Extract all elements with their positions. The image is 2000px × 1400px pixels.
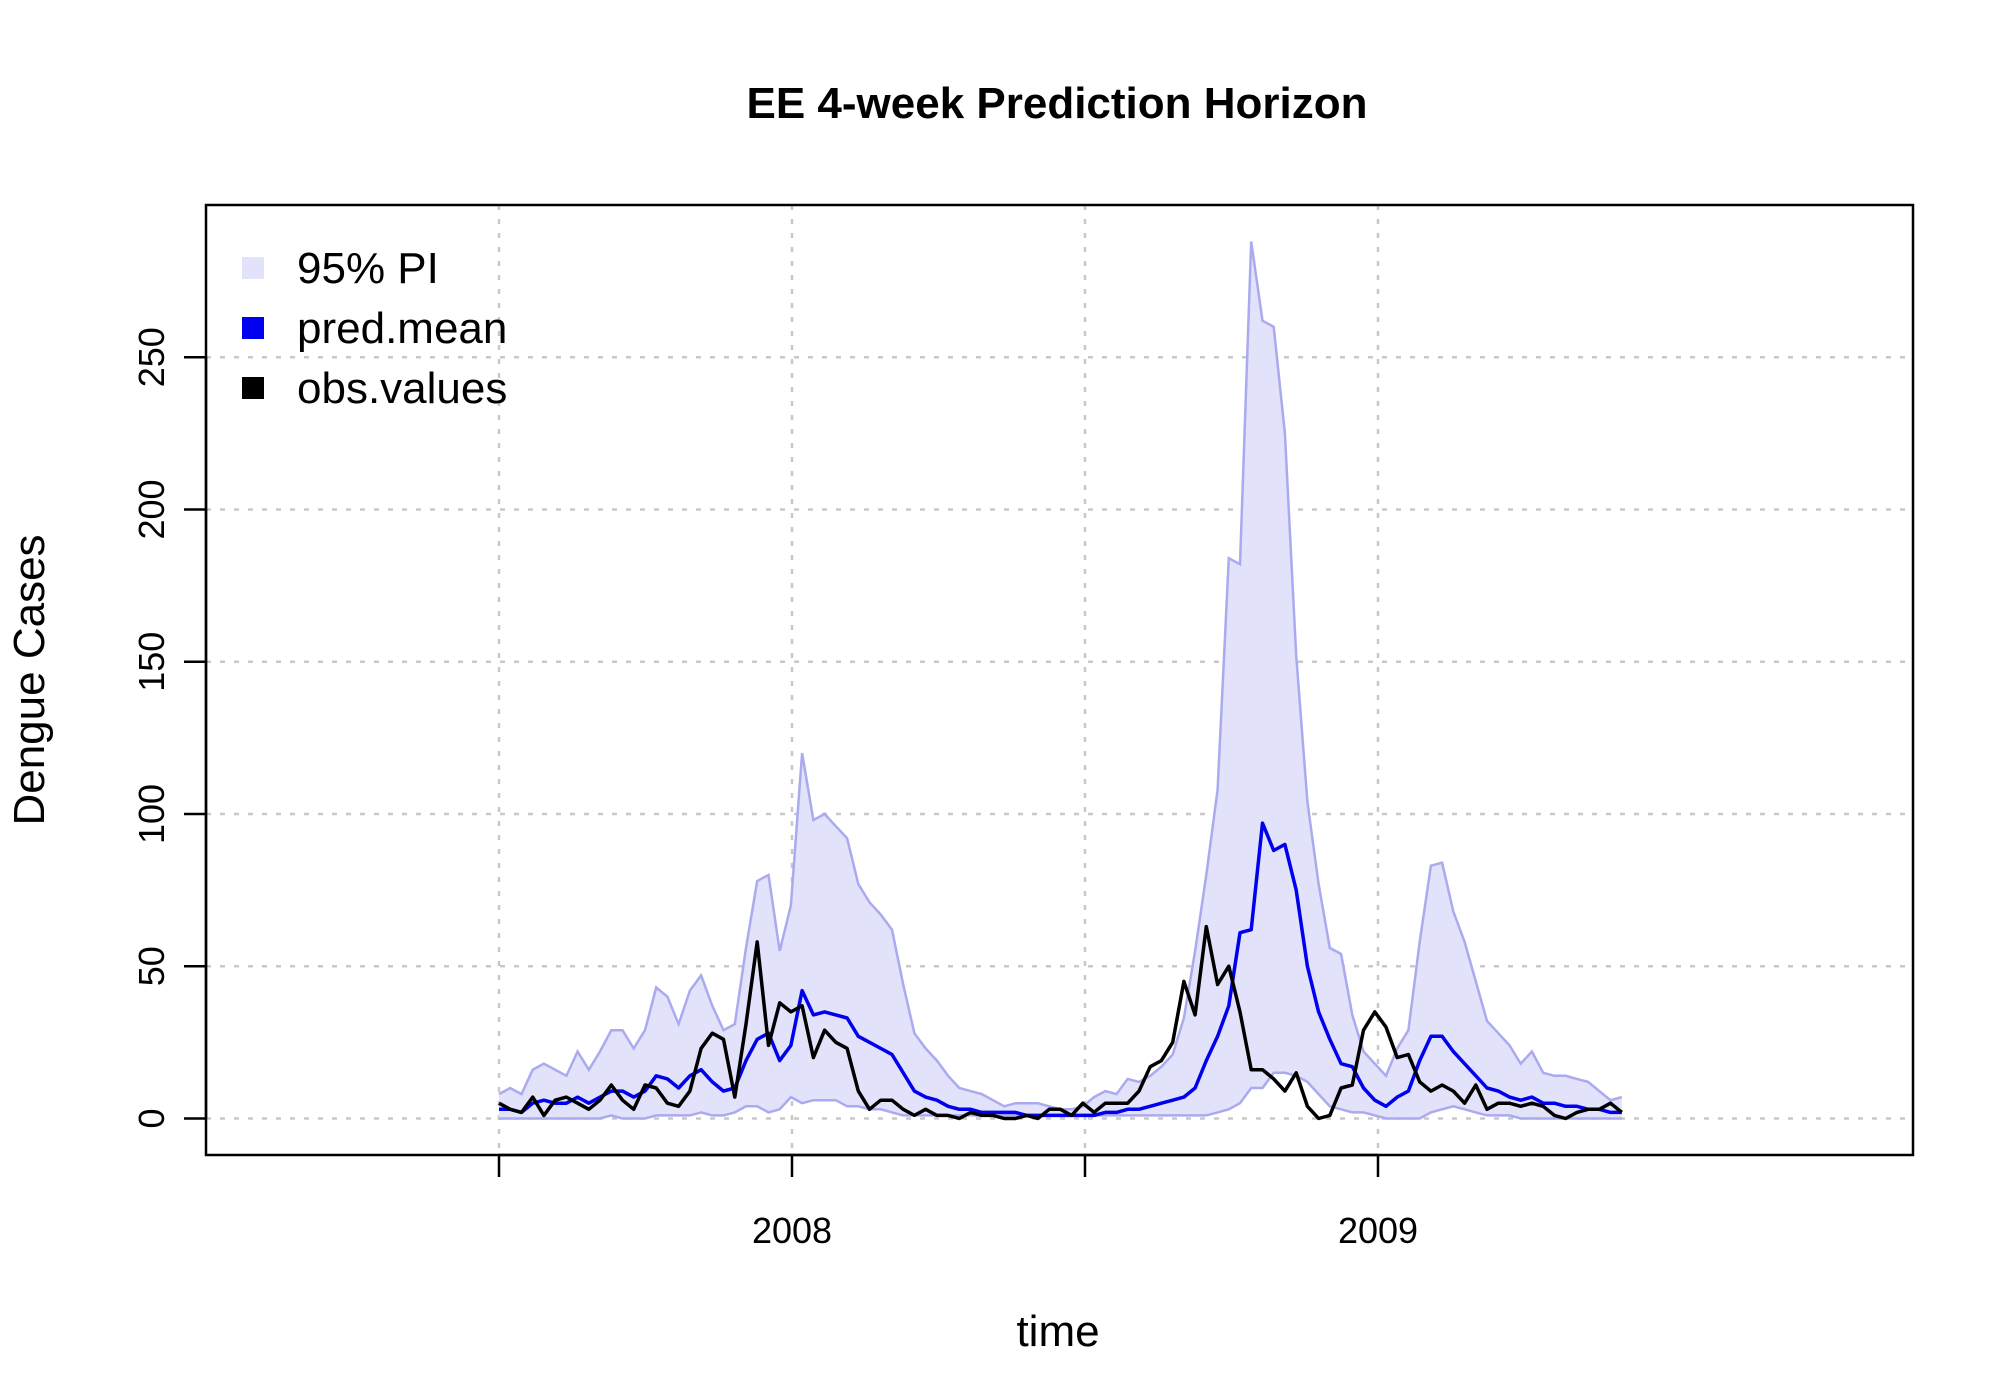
y-tick-label-100: 100 — [131, 784, 172, 844]
y-tick-label-150: 150 — [131, 632, 172, 692]
y-tick-label-250: 250 — [131, 327, 172, 387]
chart-title: EE 4-week Prediction Horizon — [746, 79, 1367, 128]
y-axis-label: Dengue Cases — [5, 534, 54, 825]
legend: 95% PI pred.mean obs.values — [242, 244, 507, 413]
x-axis: 2008 2009 — [497, 1153, 1418, 1251]
legend-swatch-obs-values — [242, 377, 264, 399]
y-tick-label-200: 200 — [131, 479, 172, 539]
legend-label-pred-mean: pred.mean — [297, 304, 507, 353]
x-tick-label-2008: 2008 — [752, 1210, 832, 1251]
legend-swatch-pred-mean — [242, 317, 264, 339]
legend-swatch-pi — [242, 257, 264, 279]
y-axis: 0 50 100 150 200 250 — [131, 327, 208, 1128]
pred-mean-line — [499, 821, 1622, 1118]
legend-label-pi: 95% PI — [297, 244, 439, 293]
x-axis-label: time — [1016, 1307, 1099, 1356]
x-tick-label-2009: 2009 — [1338, 1210, 1418, 1251]
obs-values-line — [498, 924, 1623, 1121]
grid — [206, 205, 1913, 1155]
y-tick-label-50: 50 — [131, 946, 172, 986]
legend-label-obs-values: obs.values — [297, 364, 507, 413]
y-tick-label-0: 0 — [131, 1108, 172, 1128]
prediction-interval-band — [499, 241, 1622, 1119]
